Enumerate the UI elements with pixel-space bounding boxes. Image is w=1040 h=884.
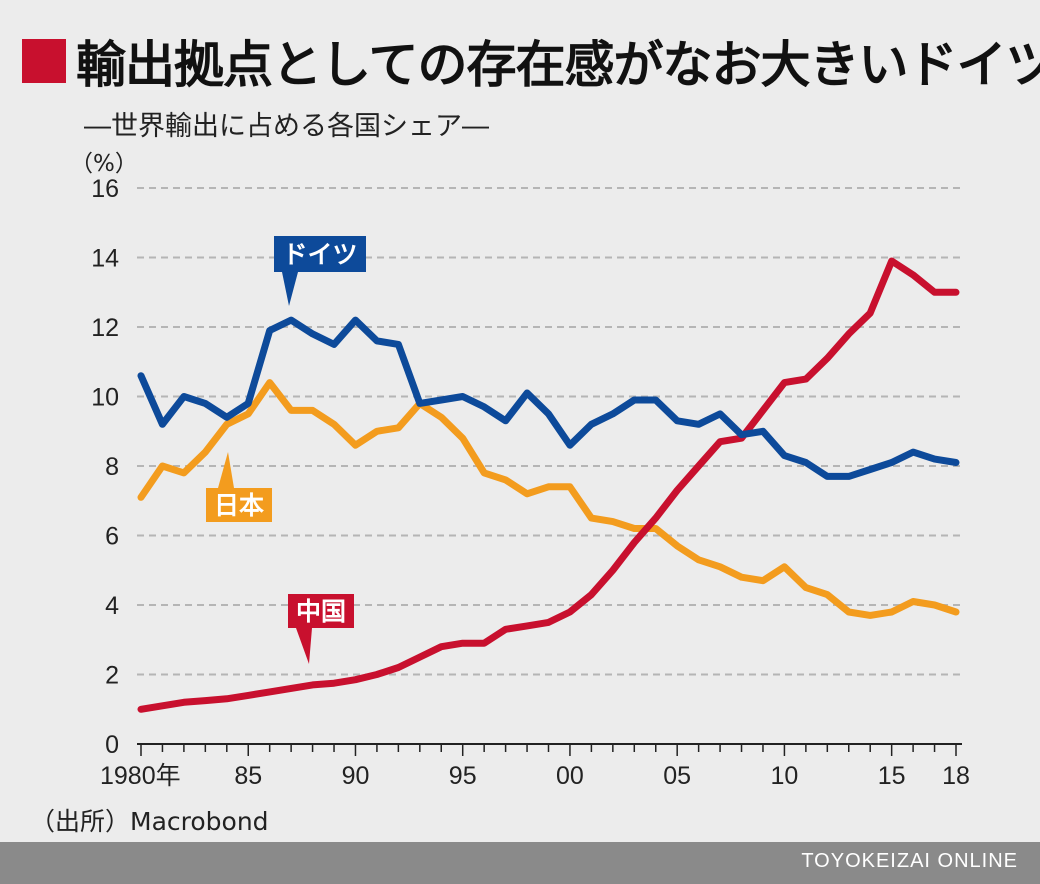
y-axis-ticks: 0 2 4 6 8 10 12 14 16 (91, 175, 119, 759)
callout-pointer (296, 628, 312, 664)
source-note: （出所）Macrobond (30, 807, 269, 836)
y-tick-label: 4 (105, 592, 119, 620)
x-axis (137, 743, 962, 756)
series-line-1 (137, 379, 960, 619)
series-lines (137, 257, 960, 713)
y-tick-label: 0 (105, 731, 119, 759)
y-tick-label: 16 (91, 175, 119, 203)
y-tick-label: 6 (105, 523, 119, 551)
chart-subtitle: ―世界輸出に占める各国シェア― (84, 111, 489, 142)
x-tick-label: 10 (771, 762, 799, 790)
line-chart: 0 2 4 6 8 10 12 14 16 1980年 85 90 95 00 05 10 15 18 ドイツ日… (91, 175, 970, 790)
callout-box (206, 488, 272, 522)
y-tick-label: 14 (91, 245, 119, 273)
x-tick-label: 15 (878, 762, 906, 790)
callout-label: 日本 (214, 491, 264, 520)
callout-box (288, 594, 354, 628)
x-tick-label: 00 (556, 762, 584, 790)
x-tick-label: 05 (663, 762, 691, 790)
publisher-credit: TOYOKEIZAI ONLINE (801, 850, 1018, 872)
title-marker-square (22, 39, 66, 83)
series-callout: 中国 (288, 594, 354, 664)
chart-title: 輸出拠点としての存在感がなお大きいドイツ (76, 36, 1040, 94)
callout-pointer (282, 272, 298, 306)
x-tick-label: 95 (449, 762, 477, 790)
series-callout: ドイツ (274, 236, 366, 306)
x-tick-label: 85 (234, 762, 262, 790)
x-axis-ticks: 1980年 85 90 95 00 05 10 15 18 (100, 762, 970, 790)
x-tick-label: 1980年 (100, 762, 181, 790)
y-tick-label: 8 (105, 453, 119, 481)
series-line-0 (137, 316, 960, 480)
x-tick-label: 18 (942, 762, 970, 790)
y-tick-label: 12 (91, 314, 119, 342)
y-tick-label: 2 (105, 662, 119, 690)
callout-pointer (218, 452, 234, 488)
series-callout: 日本 (206, 452, 272, 522)
x-tick-label: 90 (342, 762, 370, 790)
y-axis-unit: （%） (70, 151, 138, 177)
footer-bar: TOYOKEIZAI ONLINE (0, 842, 1040, 884)
series-line-2 (137, 257, 960, 713)
y-tick-label: 10 (91, 384, 119, 412)
callout-label: 中国 (296, 597, 346, 626)
callout-box (274, 236, 366, 272)
callout-label: ドイツ (282, 240, 357, 269)
title-row: 輸出拠点としての存在感がなお大きいドイツ (22, 26, 1040, 96)
